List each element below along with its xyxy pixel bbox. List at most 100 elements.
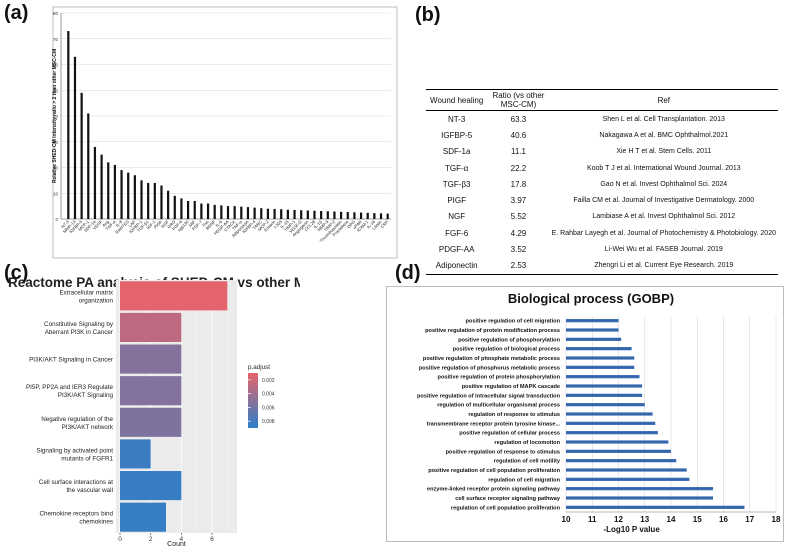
x-tick-label: NT-3 (60, 219, 70, 229)
bar (566, 496, 713, 500)
bar (160, 185, 163, 219)
x-tick-label: 10 (562, 515, 571, 524)
x-tick-label: 0 (118, 536, 122, 543)
x-tick-label: VEGF (92, 219, 104, 231)
chart-d-title: Biological process (GOBP) (508, 291, 674, 306)
y-axis-label: Relative SHED-CM intensity ratio > 2 tha… (52, 49, 58, 183)
bar (346, 212, 349, 219)
header-wound-healing: Wound healing (426, 89, 488, 111)
x-tick-label: I-309 (273, 219, 284, 230)
y-tick-label: Extracellular matrix (59, 289, 113, 296)
bar (366, 212, 369, 219)
bar (566, 412, 653, 416)
x-tick-label: 4 (180, 536, 184, 543)
panel-label-d: (d) (395, 262, 421, 284)
x-tick-label: 17 (745, 515, 754, 524)
y-tick-label: PI3K/AKT Signaling (58, 392, 114, 399)
bar (153, 182, 156, 219)
bar (180, 198, 183, 219)
bar (300, 210, 303, 219)
bar (326, 211, 329, 219)
bar (186, 200, 190, 219)
x-axis-label: -Log10 P value (603, 525, 660, 534)
bar (566, 365, 635, 369)
bar (120, 407, 182, 437)
bar (246, 207, 250, 219)
bar (213, 204, 216, 219)
y-tick-label: positive regulation of phosphate metabol… (423, 356, 560, 362)
bar (566, 328, 619, 332)
y-tick-label: enzyme-linked receptor protein signaling… (427, 487, 561, 493)
bar (220, 205, 223, 219)
table-row: SDF-1a 11.1 Xie H T et al. Stem Cells. 201… (426, 144, 778, 160)
bar (253, 207, 256, 219)
chart-a: 0 10 20 30 40 50 60 70 80 Relative SHED-CM intens… (52, 6, 398, 259)
cell-factor: FGF-6 (445, 228, 469, 238)
legend-tick-label: 0.004 (262, 392, 275, 398)
bar (566, 449, 671, 453)
bar (93, 146, 97, 219)
bar (566, 319, 619, 323)
bar (260, 208, 263, 219)
bar (566, 393, 643, 397)
bar (120, 344, 182, 374)
legend-title: p.adjust (248, 364, 270, 371)
bar (120, 170, 123, 219)
x-tick-label: IL-1β (313, 219, 324, 230)
panel-label-b: (b) (415, 4, 441, 26)
x-tick-label: Fas (201, 219, 209, 227)
y-tick-label: regulation of locomotion (494, 440, 560, 446)
y-tick-label: 30 (53, 140, 59, 145)
bar (340, 211, 343, 219)
bar (240, 206, 243, 219)
legend-tick-label: 0.006 (262, 405, 275, 411)
bar (320, 211, 323, 219)
y-tick-label: cell surface receptor signaling pathway (455, 496, 561, 502)
y-tick-label: 80 (53, 11, 59, 16)
legend-colorbar (248, 373, 258, 428)
bar (566, 440, 669, 444)
bar (293, 209, 296, 219)
x-tick-label: IL-15 (279, 219, 290, 230)
y-tick-label: PI5P, PP2A and IER3 Regulate (26, 384, 114, 391)
y-tick-label: PI3K/AKT Signaling in Cancer (29, 357, 113, 364)
bar (566, 375, 640, 379)
y-tick-label: positive regulation of response to stimu… (446, 449, 560, 455)
bar (280, 209, 283, 219)
bar (566, 356, 635, 360)
x-tick-label: 12 (614, 515, 623, 524)
bar (193, 200, 196, 219)
x-tick-label: IL-8 (115, 219, 124, 228)
bar (140, 180, 143, 219)
x-tick-label: IL-6 (214, 219, 223, 228)
x-tick-label: TARC (252, 219, 263, 230)
x-tick-label: Ang (101, 219, 110, 228)
x-tick-label: uPAR (352, 219, 363, 230)
y-tick-label: 10 (53, 191, 59, 196)
x-tick-label: 14 (667, 515, 676, 524)
wound-healing-table: Wound healing Ratio (vs other MSC-CM) Re… (426, 89, 778, 275)
cell-ratio: 4.29 (510, 228, 527, 238)
bar (373, 213, 376, 219)
bar (120, 376, 182, 406)
y-tick-label: Constitutive Signaling by (44, 321, 114, 328)
x-tick-label: IGF-1 (145, 219, 157, 231)
y-tick-label: positive regulation of protein phosphory… (438, 375, 561, 381)
bar (120, 471, 182, 501)
cell-ref: Xie H T et al. Stem Cells. 2011 (616, 148, 712, 156)
x-tick-label: 2 (149, 536, 153, 543)
bar (566, 347, 632, 351)
bar (200, 203, 203, 219)
y-tick-label: the vascular wall (66, 487, 113, 494)
cell-ref: E. Rahbar Layegh et al. Journal of Photo… (551, 229, 776, 237)
y-tick-label: positive regulation of phosphorylation (458, 337, 561, 343)
bar (286, 209, 289, 219)
y-tick-label: positive regulation of intracellular sig… (417, 393, 561, 399)
y-tick-label: positive regulation of biological proces… (453, 347, 560, 353)
cell-ratio: 5.52 (510, 212, 527, 222)
bar (566, 505, 745, 509)
bar (173, 195, 176, 219)
table-row: TGF-α 22.2 Koob T J et al. International W… (426, 160, 778, 176)
bar (206, 203, 210, 219)
table-row: IGFBP-5 40.6 Nakagawa A et al. BMC Ophthal… (426, 127, 778, 143)
